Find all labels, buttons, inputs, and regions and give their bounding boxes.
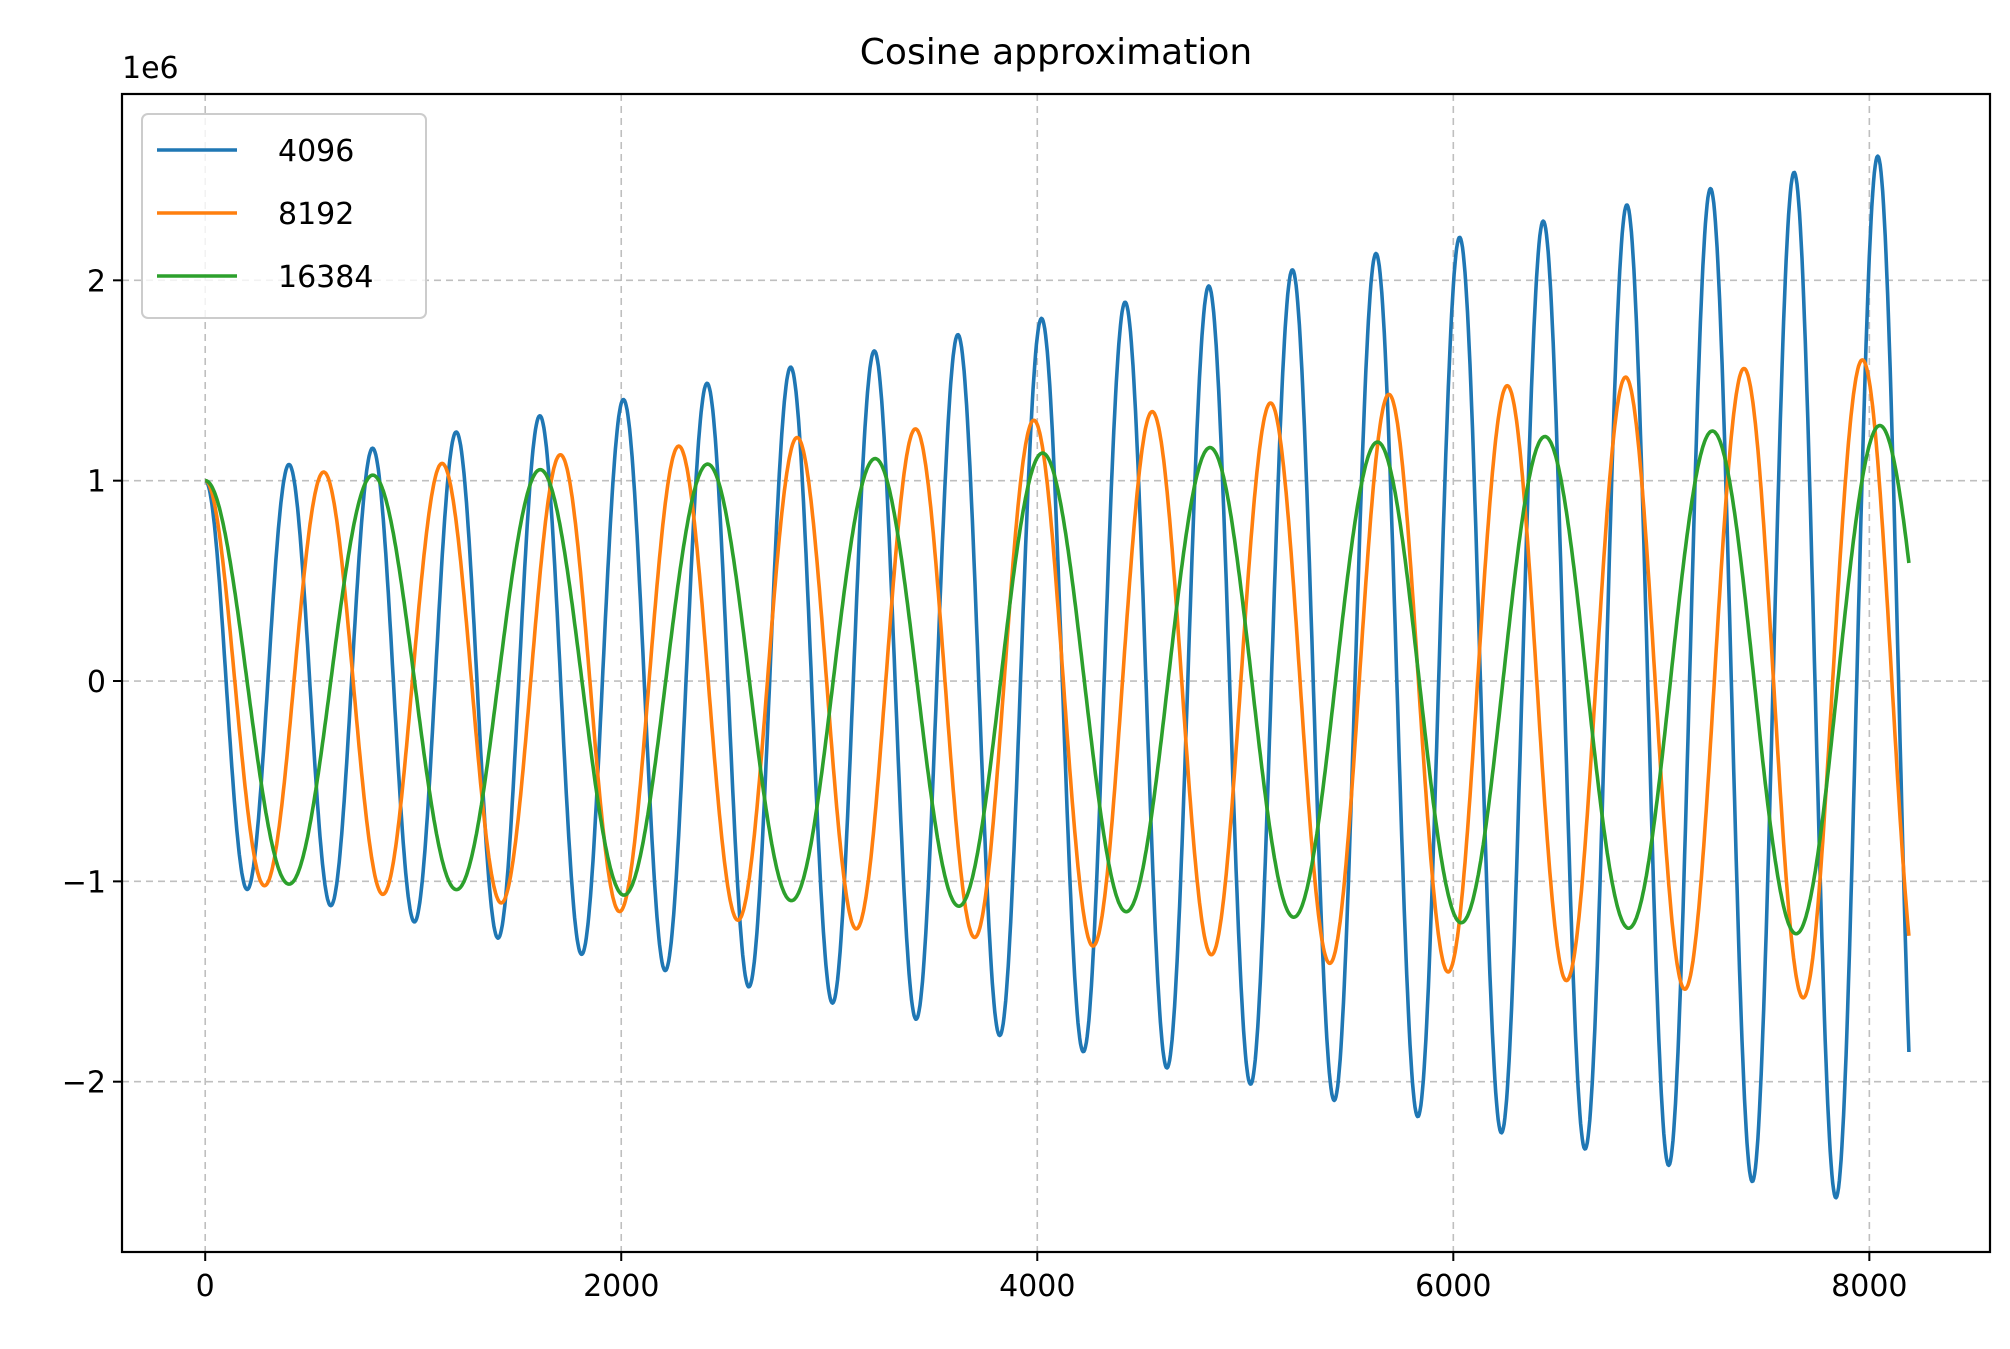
legend-label-4096: 4096	[278, 134, 354, 169]
x-tick-label: 0	[196, 1269, 215, 1304]
x-tick-label: 2000	[583, 1269, 659, 1304]
plot-frame	[120, 92, 1992, 1254]
tick-layer: 0 2000 4000 6000 8000 −2 −1 0 1 2	[62, 264, 1908, 1304]
y-tick-label: 1	[87, 465, 106, 500]
series-line-8192	[204, 358, 1911, 1000]
y-tick-label: −1	[62, 865, 106, 900]
x-tick-label: 6000	[1415, 1269, 1491, 1304]
x-tick-label: 8000	[1831, 1269, 1907, 1304]
series-line-4096	[204, 154, 1911, 1200]
y-tick-label: 2	[87, 264, 106, 299]
chart-title: Cosine approximation	[860, 32, 1252, 73]
y-tick-label: 0	[87, 665, 106, 700]
series-layer	[204, 154, 1911, 1200]
legend-box	[141, 113, 427, 319]
y-tick-label: −2	[62, 1066, 106, 1101]
legend: 4096 8192 16384	[141, 113, 427, 319]
series-line-16384	[204, 423, 1911, 936]
x-tick-label: 4000	[999, 1269, 1075, 1304]
legend-label-16384: 16384	[278, 260, 373, 295]
legend-label-8192: 8192	[278, 197, 354, 232]
y-offset-label: 1e6	[122, 51, 179, 86]
